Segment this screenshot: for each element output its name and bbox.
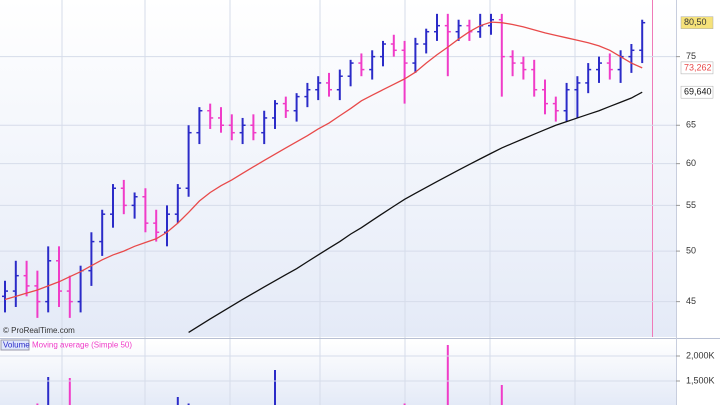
y-tick-label: 55 (686, 200, 696, 210)
last-value-label-box (680, 61, 714, 75)
y-tick-label: 75 (686, 51, 696, 61)
volume-bar (274, 370, 276, 405)
moving-average-line (188, 91, 643, 333)
moving-average-line (4, 21, 643, 301)
last-value-label: 73,262 (684, 62, 712, 72)
volume-bar (36, 403, 39, 405)
volume-bar (47, 377, 50, 405)
volume-bar (187, 403, 190, 405)
y-tick-label: 65 (686, 120, 696, 130)
y-tick-label: 45 (686, 296, 696, 306)
y-tick-label: 60 (686, 158, 696, 168)
y-tick-label: 50 (686, 245, 696, 255)
last-price-label-box (680, 16, 714, 29)
legend-moving-average: Moving average (Simple 50) (32, 341, 132, 350)
last-value-label: 69,640 (684, 87, 712, 97)
volume-bars (36, 345, 503, 405)
volume-bar (446, 345, 449, 405)
watermark: © ProRealTime.com (3, 326, 75, 335)
y-tick-label: 2,000K (686, 350, 715, 360)
volume-bar (68, 378, 71, 405)
volume-bar (500, 385, 503, 405)
last-value-label-box (680, 85, 714, 99)
last-price-label: 80,50 (684, 17, 707, 27)
volume-bar (176, 397, 179, 405)
volume-panel (0, 340, 676, 405)
y-tick-label: 1,500K (686, 375, 715, 385)
volume-bar (403, 403, 406, 405)
legend-box (0, 339, 30, 351)
legend-volume: Volume (3, 341, 30, 350)
